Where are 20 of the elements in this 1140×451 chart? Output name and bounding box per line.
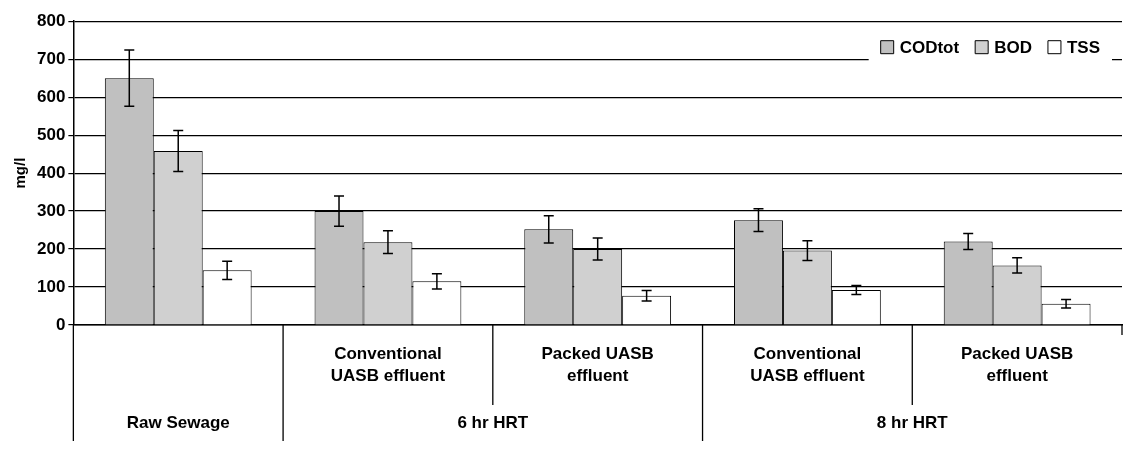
y-tick-label: 700 <box>36 48 66 68</box>
x-tick-label: Packed UASB effluent <box>541 343 654 385</box>
legend-label: CODtot <box>899 37 960 57</box>
y-tick-label: 200 <box>36 238 66 258</box>
y-tick-label: 100 <box>36 276 66 296</box>
y-tick-label: 500 <box>36 124 66 144</box>
y-tick-label: 800 <box>36 10 66 30</box>
x-tick-label: Conventional UASB effluent <box>750 343 865 385</box>
legend-label: BOD <box>994 37 1032 57</box>
y-tick-label: 600 <box>36 86 66 106</box>
text: 6 hr HRT <box>457 412 529 432</box>
text: 8 hr HRT <box>876 412 949 432</box>
y-tick-label: 300 <box>36 200 66 220</box>
y-tick-label: 0 <box>55 314 66 334</box>
y-axis-title: mg/l <box>11 157 29 189</box>
y-tick-label: 400 <box>36 162 66 182</box>
x-tick-label: Conventional UASB effluent <box>330 343 446 385</box>
text: Raw Sewage <box>126 412 230 432</box>
x-tick-label: Packed UASB effluent <box>960 343 1074 385</box>
text: TSS <box>1066 37 1100 57</box>
